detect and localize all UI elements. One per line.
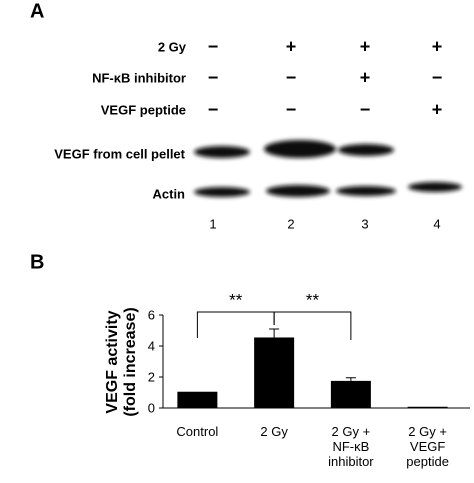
lane-number: 2 — [287, 216, 295, 232]
bar — [330, 380, 371, 408]
error-bar — [345, 377, 356, 381]
condition-sign: − — [207, 99, 219, 120]
lane-number: 3 — [361, 216, 369, 232]
blot-bands — [194, 140, 462, 197]
error-bar — [269, 328, 280, 338]
condition-sign: − — [285, 67, 297, 88]
condition-sign: − — [207, 67, 219, 88]
panel-label: B — [30, 251, 45, 274]
x-tick-label: 2 Gy + VEGF peptide — [406, 424, 449, 469]
x-tick-label: 2 Gy + NF-κB inhibitor — [328, 424, 374, 469]
bar — [407, 406, 448, 408]
significance-bracket — [196, 311, 275, 338]
condition-sign: − — [431, 67, 443, 88]
bar — [177, 391, 218, 408]
y-tick-label: 0 — [147, 400, 155, 416]
significance-label: ** — [305, 290, 320, 310]
x-tick-label: 2 Gy — [260, 424, 288, 439]
condition-sign: + — [285, 36, 297, 57]
condition-label: 2 Gy — [157, 39, 186, 55]
bar — [254, 337, 295, 408]
lane-number: 1 — [209, 216, 217, 232]
blot-label: VEGF from cell pellet — [54, 146, 185, 162]
condition-label: VEGF peptide — [100, 102, 186, 118]
y-axis-title: VEGF activity (fold increase) — [104, 307, 139, 417]
condition-sign: + — [431, 36, 443, 57]
significance-label: ** — [229, 290, 243, 310]
condition-sign: + — [359, 67, 371, 88]
x-tick-label: Control — [176, 424, 219, 439]
blot-label: Actin — [152, 186, 186, 202]
lane-number: 4 — [433, 216, 441, 232]
significance-bracket — [273, 311, 352, 340]
y-tick-label: 2 — [147, 369, 155, 385]
y-tick-label: 4 — [147, 338, 155, 354]
condition-sign: − — [285, 99, 297, 120]
y-tick-label: 6 — [147, 307, 155, 323]
panel-label: A — [30, 0, 45, 23]
condition-label: NF-κB inhibitor — [92, 70, 186, 86]
condition-sign: − — [359, 99, 371, 120]
condition-sign: + — [431, 99, 443, 120]
condition-sign: − — [207, 36, 219, 57]
condition-sign: + — [359, 36, 371, 57]
